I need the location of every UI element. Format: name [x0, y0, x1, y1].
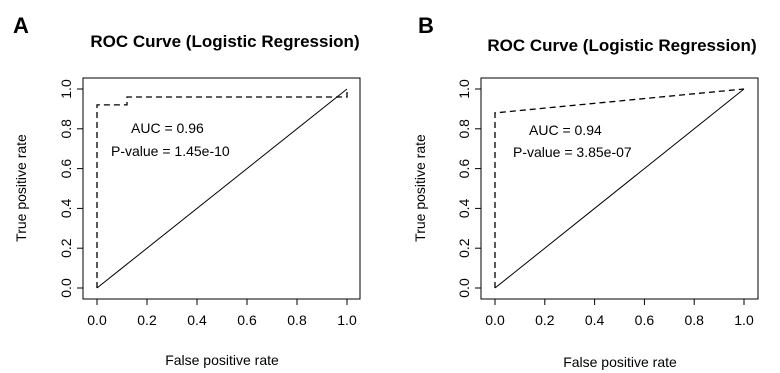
chart-title: ROC Curve (Logistic Regression) — [487, 36, 756, 55]
x-tick-label: 0.0 — [87, 312, 107, 328]
chart-title: ROC Curve (Logistic Regression) — [90, 32, 359, 51]
x-tick-label: 0.8 — [684, 312, 704, 328]
auc-annotation: AUC = 0.94 — [529, 122, 602, 138]
y-axis-label: True positive rate — [412, 134, 428, 242]
roc-curve — [494, 88, 745, 288]
x-tick-label: 0.6 — [237, 312, 257, 328]
x-tick-label: 0.4 — [585, 312, 605, 328]
x-axis-label: False positive rate — [563, 354, 677, 370]
panel-letter: B — [418, 13, 434, 38]
x-tick-label: 0.0 — [485, 312, 505, 328]
y-tick-label: 0.8 — [456, 119, 472, 139]
x-tick-label: 0.4 — [187, 312, 207, 328]
x-tick-label: 0.2 — [137, 312, 157, 328]
y-tick-label: 0.4 — [456, 198, 472, 218]
y-tick-label: 0.2 — [456, 238, 472, 258]
y-axis-label: True positive rate — [13, 134, 29, 242]
chance-diagonal — [96, 88, 348, 289]
p-value-annotation: P-value = 3.85e-07 — [513, 144, 632, 160]
x-tick-label: 0.2 — [535, 312, 555, 328]
y-tick-label: 0.8 — [58, 119, 74, 139]
x-axis-label: False positive rate — [165, 352, 279, 368]
auc-annotation: AUC = 0.96 — [131, 120, 204, 136]
panel-letter: A — [13, 13, 29, 38]
y-tick-label: 0.4 — [58, 198, 74, 218]
y-tick-label: 0.6 — [456, 159, 472, 179]
panel-a: A ROC Curve (Logistic Regression) 0.0 0.2 0.… — [13, 13, 361, 368]
plot-frame — [480, 77, 759, 300]
p-value-annotation: P-value = 1.45e-10 — [111, 143, 230, 159]
y-tick-label: 0.0 — [456, 278, 472, 298]
plot-frame — [82, 77, 361, 300]
x-tick-label: 1.0 — [734, 312, 754, 328]
y-tick-label: 0.6 — [58, 159, 74, 179]
chance-diagonal — [494, 88, 745, 289]
x-tick-label: 0.6 — [635, 312, 655, 328]
y-tick-label: 0.2 — [58, 238, 74, 258]
x-tick-label: 0.8 — [287, 312, 307, 328]
roc-curve — [96, 89, 348, 288]
x-tick-label: 1.0 — [337, 312, 357, 328]
y-tick-label: 1.0 — [456, 79, 472, 99]
y-tick-label: 0.0 — [58, 278, 74, 298]
panel-b: B ROC Curve (Logistic Regression) 0.0 0.2 0.… — [412, 13, 759, 370]
y-tick-label: 1.0 — [58, 79, 74, 99]
